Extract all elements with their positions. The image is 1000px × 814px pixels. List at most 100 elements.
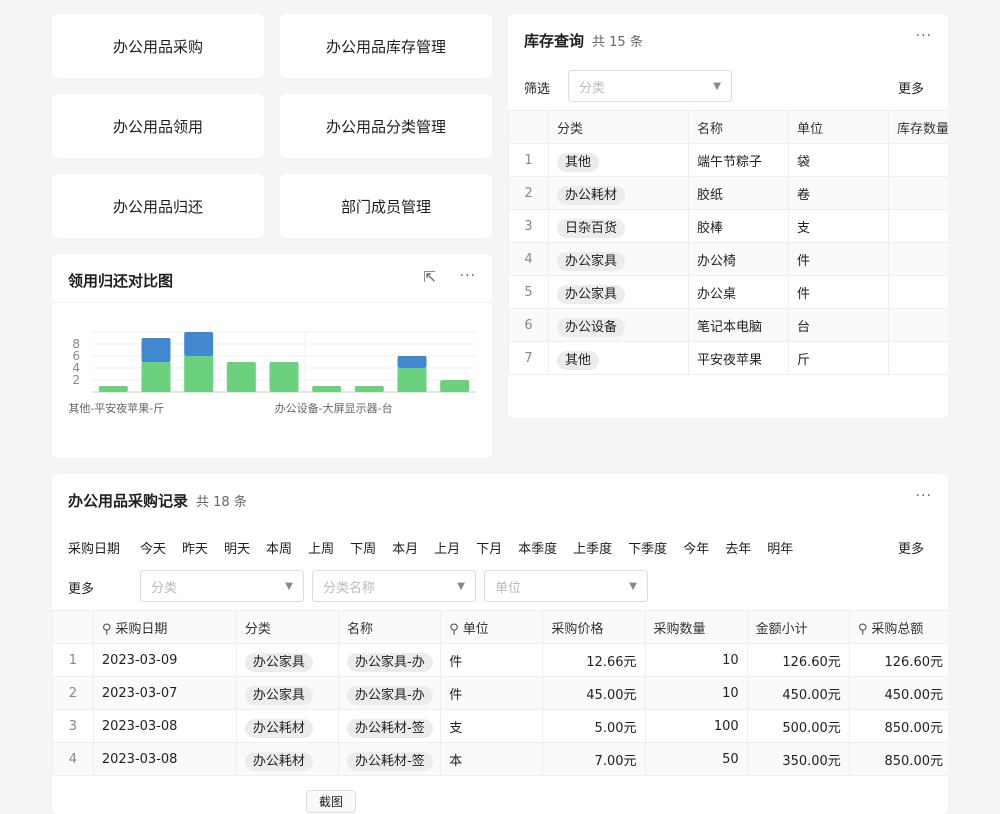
date-filter-option[interactable]: 今天 xyxy=(140,542,167,557)
table-cell: 办公桌 xyxy=(688,275,789,309)
bar[interactable] xyxy=(184,332,214,356)
date-filter-option[interactable]: 上周 xyxy=(308,542,335,557)
table-row[interactable]: 2 2023-03-07 办公家具 办公家具-办件 45.00元 10 450.00元 450… xyxy=(52,676,948,710)
tag: 办公耗材-签 xyxy=(347,751,433,771)
bar[interactable] xyxy=(397,368,427,392)
expand-icon[interactable]: ⇱ xyxy=(423,268,436,286)
bar[interactable] xyxy=(440,380,470,392)
table-cell: 126.60元 xyxy=(848,643,948,677)
x-tick-label: 办公设备-大屏显示器-台 xyxy=(275,401,393,415)
unit-select[interactable]: 单位 ▼ xyxy=(484,570,648,602)
column-header[interactable] xyxy=(508,110,549,144)
date-filter-option[interactable]: 上月 xyxy=(434,542,461,557)
date-filter-option[interactable]: 明年 xyxy=(767,542,794,557)
table-cell: 850.00元 xyxy=(848,742,948,776)
bar[interactable] xyxy=(184,356,214,392)
row-index: 2 xyxy=(52,676,94,710)
table-cell: 450.00元 xyxy=(848,676,948,710)
nav-card-members[interactable]: 部门成员管理 xyxy=(280,174,492,238)
bar[interactable] xyxy=(226,362,256,392)
table-cell xyxy=(888,143,948,177)
table-row[interactable]: 3 日杂百货 胶棒支 xyxy=(508,209,948,243)
more-filter-button[interactable]: 更多 xyxy=(897,82,924,97)
select-placeholder: 分类 xyxy=(151,580,178,596)
column-header[interactable]: ⚲ 采购日期 xyxy=(92,610,237,644)
inventory-title: 库存查询 xyxy=(524,32,585,50)
category-select[interactable]: 分类 ▼ xyxy=(140,570,304,602)
more-icon[interactable]: ··· xyxy=(459,268,476,284)
table-row[interactable]: 4 2023-03-08 办公耗材 办公耗材-签本 7.00元 50 350.00元 850.… xyxy=(52,742,948,776)
column-header[interactable]: 分类 xyxy=(548,110,689,144)
date-filter-option[interactable]: 本季度 xyxy=(518,542,558,557)
date-filter-option[interactable]: 去年 xyxy=(725,542,752,557)
nav-card-category[interactable]: 办公用品分类管理 xyxy=(280,94,492,158)
chart-card: 领用归还对比图 ⇱ ··· 2 4 6 8 其他-平安夜苹果-斤 办公设备-大屏显示器-台 xyxy=(52,254,492,458)
date-filter-option[interactable]: 本周 xyxy=(266,542,293,557)
table-cell xyxy=(888,275,948,309)
table-row[interactable]: 5 办公家具 办公桌件 xyxy=(508,275,948,309)
table-row[interactable]: 7 其他 平安夜苹果斤 xyxy=(508,341,948,375)
nav-card-requisition[interactable]: 办公用品领用 xyxy=(52,94,264,158)
bar[interactable] xyxy=(312,386,342,392)
column-header[interactable]: 库存数量 xyxy=(888,110,948,144)
nav-card-purchase[interactable]: 办公用品采购 xyxy=(52,14,264,78)
column-header[interactable]: ⚲ 单位 xyxy=(440,610,544,644)
nav-card-inventory[interactable]: 办公用品库存管理 xyxy=(280,14,492,78)
table-cell: 办公家具 xyxy=(548,242,689,276)
bar[interactable] xyxy=(141,362,171,392)
table-cell: 台 xyxy=(788,308,889,342)
date-filter-option[interactable]: 下周 xyxy=(350,542,377,557)
category-name-select[interactable]: 分类名称 ▼ xyxy=(312,570,476,602)
chart-title: 领用归还对比图 xyxy=(68,272,174,290)
table-row[interactable]: 3 2023-03-08 办公耗材 办公耗材-签支 5.00元 100 500.00元 850… xyxy=(52,709,948,743)
column-header[interactable]: 采购数量 xyxy=(644,610,748,644)
table-cell: 2023-03-08 xyxy=(92,742,237,776)
table-cell xyxy=(888,341,948,375)
table-cell xyxy=(888,209,948,243)
inventory-count: 共 15 条 xyxy=(592,35,643,50)
bar[interactable] xyxy=(354,386,384,392)
screenshot-button[interactable]: 截图 xyxy=(306,790,357,813)
more-icon[interactable]: ··· xyxy=(915,488,932,504)
date-filter-option[interactable]: 下月 xyxy=(476,542,503,557)
bar[interactable] xyxy=(269,362,299,392)
bar[interactable] xyxy=(397,356,427,368)
column-header[interactable]: 名称 xyxy=(338,610,442,644)
column-header[interactable]: ⚲ 采购总额 xyxy=(848,610,948,644)
column-header[interactable]: 名称 xyxy=(688,110,789,144)
table-cell: 支 xyxy=(440,709,544,743)
column-label: 采购数量 xyxy=(653,621,706,637)
date-filter-option[interactable]: 上季度 xyxy=(573,542,613,557)
table-cell: 办公耗材 xyxy=(235,742,340,776)
date-filter-option[interactable]: 明天 xyxy=(224,542,251,557)
column-header[interactable]: 采购价格 xyxy=(542,610,646,644)
row-index: 1 xyxy=(52,643,94,677)
column-header[interactable] xyxy=(52,610,94,644)
y-tick-label: 8 xyxy=(72,337,80,351)
more-icon[interactable]: ··· xyxy=(915,28,932,44)
column-header[interactable]: 分类 xyxy=(235,610,340,644)
column-header[interactable]: 金额小计 xyxy=(746,610,850,644)
date-filter-option[interactable]: 昨天 xyxy=(182,542,209,557)
date-filter-option[interactable]: 下季度 xyxy=(628,542,668,557)
date-filter-option[interactable]: 本月 xyxy=(392,542,419,557)
table-cell: 平安夜苹果 xyxy=(688,341,789,375)
more-filter-button[interactable]: 更多 xyxy=(897,542,924,557)
table-row[interactable]: 1 2023-03-09 办公家具 办公家具-办件 12.66元 10 126.60元 126… xyxy=(52,643,948,677)
bar[interactable] xyxy=(141,338,171,362)
column-label: 采购总额 xyxy=(871,621,924,637)
table-row[interactable]: 2 办公耗材 胶纸卷 xyxy=(508,176,948,210)
table-row[interactable]: 4 办公家具 办公椅件 xyxy=(508,242,948,276)
table-row[interactable]: 6 办公设备 笔记本电脑台 xyxy=(508,308,948,342)
date-filter-option[interactable]: 今年 xyxy=(683,542,710,557)
row-index: 4 xyxy=(52,742,94,776)
table-cell: 12.66元 xyxy=(542,643,646,677)
bar[interactable] xyxy=(98,386,128,392)
table-cell: 500.00元 xyxy=(746,709,850,743)
table-row[interactable]: 1 其他 端午节粽子袋 xyxy=(508,143,948,177)
table-cell: 126.60元 xyxy=(746,643,850,677)
category-select[interactable]: 分类 ▼ xyxy=(568,70,732,102)
nav-card-return[interactable]: 办公用品归还 xyxy=(52,174,264,238)
column-header[interactable]: 单位 xyxy=(788,110,889,144)
